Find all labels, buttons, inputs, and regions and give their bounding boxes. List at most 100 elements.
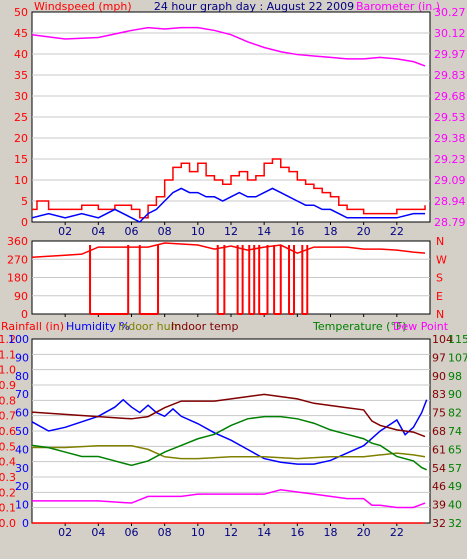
legend-humidity: Humidity % — [66, 320, 130, 333]
right-tick-label: 29.53 — [434, 111, 466, 124]
left-tick-label: 90 — [15, 351, 29, 364]
right-tick-label: 61 — [432, 443, 446, 456]
right-tick-label: 115 — [448, 333, 467, 346]
x-tick-label: 18 — [324, 225, 338, 238]
right-tick-label: 74 — [448, 425, 462, 438]
left-tick-label: 90 — [14, 290, 28, 303]
left-tick-label: 1.1 — [0, 348, 16, 361]
left-tick-label: 1.2 — [0, 333, 16, 346]
left-tick-label: 0 — [21, 308, 28, 321]
left-tick-label: 0.3 — [0, 471, 16, 484]
left-tick-label: 80 — [15, 370, 29, 383]
series-direction — [31, 242, 426, 258]
x-tick-label: 10 — [191, 225, 205, 238]
right-tick-label: 82 — [448, 407, 462, 420]
x-tick-label: 16 — [290, 526, 304, 539]
series-wind — [31, 187, 426, 223]
right-tick-label: 98 — [448, 370, 462, 383]
x-tick-label: 20 — [357, 526, 371, 539]
left-tick-label: 60 — [15, 407, 29, 420]
right-tick-label: 39 — [432, 499, 446, 512]
right-tick-label: 29.68 — [434, 90, 466, 103]
left-tick-label: 20 — [14, 132, 28, 145]
right-tick-label: 30.27 — [434, 6, 466, 19]
x-tick-label: 02 — [58, 225, 72, 238]
right-tick-label: 29.83 — [434, 69, 466, 82]
right-tick-label: 90 — [448, 388, 462, 401]
right-tick-label: 97 — [432, 351, 446, 364]
legend-dew-point: Dew Point — [393, 320, 449, 333]
legend-rainfall: Rainfall (in) — [1, 320, 64, 333]
left-tick-label: 360 — [7, 235, 28, 248]
right-tick-label: 83 — [432, 388, 446, 401]
barometer-axis-title: Barometer (in.) — [356, 0, 440, 13]
left-tick-label: 35 — [14, 69, 28, 82]
series-barometer — [31, 26, 426, 67]
right-tick-label: 90 — [432, 370, 446, 383]
left-tick-label: 180 — [7, 272, 28, 285]
x-tick-label: 16 — [290, 225, 304, 238]
right-tick-label: N — [436, 308, 444, 321]
left-tick-label: 0 — [22, 517, 29, 530]
series-dew_point — [32, 488, 426, 509]
x-tick-label: 12 — [224, 526, 238, 539]
right-tick-label: 49 — [448, 480, 462, 493]
right-tick-label: E — [436, 290, 443, 303]
right-tick-label: 29.23 — [434, 153, 466, 166]
left-tick-label: 70 — [15, 388, 29, 401]
right-tick-label: 104 — [432, 333, 453, 346]
x-tick-label: 08 — [158, 526, 172, 539]
chart-title: 24 hour graph day : August 22 2009 — [154, 0, 354, 13]
left-tick-label: 0.7 — [0, 410, 16, 423]
right-tick-label: 75 — [432, 407, 446, 420]
left-tick-label: 0.0 — [0, 517, 16, 530]
left-tick-label: 10 — [14, 174, 28, 187]
right-tick-label: 29.09 — [434, 174, 466, 187]
left-tick-label: 30 — [15, 462, 29, 475]
x-tick-label: 14 — [257, 225, 271, 238]
left-tick-label: 10 — [15, 499, 29, 512]
right-tick-label: 28.94 — [434, 195, 466, 208]
right-tick-label: 65 — [448, 443, 462, 456]
x-tick-label: 22 — [390, 225, 404, 238]
left-tick-label: 0.1 — [0, 502, 16, 515]
left-tick-label: 45 — [14, 27, 28, 40]
legend-indoor-temp: Indoor temp — [171, 320, 238, 333]
x-tick-label: 12 — [224, 225, 238, 238]
x-tick-label: 08 — [158, 225, 172, 238]
left-tick-label: 0.8 — [0, 394, 16, 407]
left-tick-label: 0.2 — [0, 486, 16, 499]
series-indoor_hum — [32, 444, 426, 460]
left-tick-label: 30 — [14, 90, 28, 103]
right-tick-label: S — [436, 272, 443, 285]
left-tick-label: 270 — [7, 253, 28, 266]
right-tick-label: 32 — [432, 517, 446, 530]
right-tick-label: 29.97 — [434, 48, 466, 61]
right-tick-label: 28.79 — [434, 216, 466, 229]
x-tick-label: 10 — [191, 526, 205, 539]
left-tick-label: 40 — [14, 48, 28, 61]
series-indoor_temp — [31, 393, 426, 438]
left-tick-label: 20 — [15, 480, 29, 493]
left-tick-label: 5 — [21, 195, 28, 208]
left-tick-label: 0 — [21, 216, 28, 229]
left-tick-label: 0.9 — [0, 379, 16, 392]
left-tick-label: 40 — [15, 443, 29, 456]
left-tick-label: 50 — [14, 6, 28, 19]
x-tick-label: 02 — [58, 526, 72, 539]
windspeed-axis-title: Windspeed (mph) — [34, 0, 132, 13]
x-tick-label: 06 — [125, 526, 139, 539]
left-tick-label: 50 — [15, 425, 29, 438]
left-tick-label: 15 — [14, 153, 28, 166]
x-tick-label: 06 — [125, 225, 139, 238]
x-tick-label: 20 — [357, 225, 371, 238]
left-tick-label: 0.6 — [0, 425, 16, 438]
right-tick-label: 32 — [448, 517, 462, 530]
x-tick-label: 04 — [91, 526, 105, 539]
x-tick-label: 22 — [390, 526, 404, 539]
series-humidity — [31, 398, 428, 465]
legend-indoor-hum: Indoor hum — [118, 320, 181, 333]
right-tick-label: 46 — [432, 480, 446, 493]
right-tick-label: W — [436, 253, 447, 266]
